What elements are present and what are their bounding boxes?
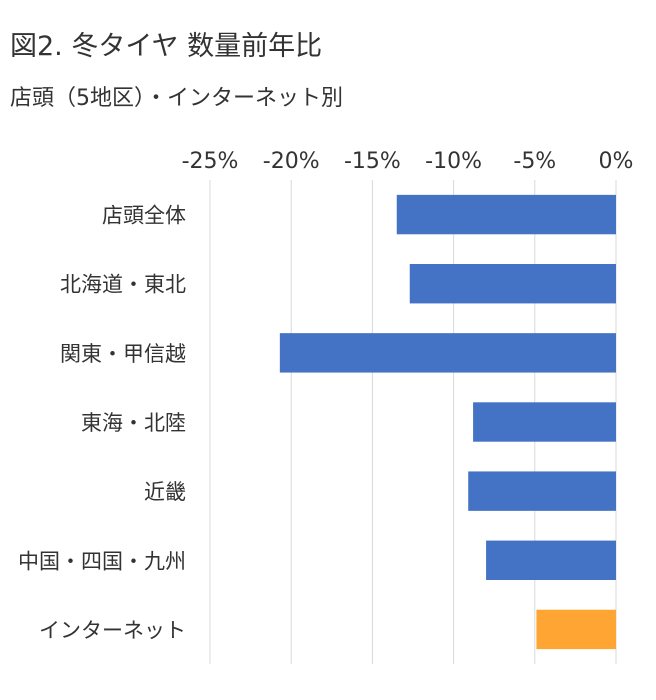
bar [468,471,616,511]
category-label: 近畿 [144,480,186,504]
bar [279,333,616,373]
category-label: 北海道・東北 [60,273,186,297]
bar [473,402,616,442]
x-tick-labels: -25% -20% -15% -10% -5% 0% [182,149,634,174]
bar [536,609,616,650]
category-label: 東海・北陸 [81,411,186,435]
x-tick-label: -25% [182,149,239,174]
x-tick-label: -10% [425,149,482,174]
x-tick-label: 0% [599,149,634,174]
category-label: インターネット [39,618,186,642]
chart-subtitle: 店頭（5地区）・インターネット別 [10,86,343,111]
x-tick-label: -20% [263,149,320,174]
bars [279,194,616,650]
x-tick-label: -15% [344,149,401,174]
bar [396,194,616,235]
chart-title: 図2. 冬タイヤ 数量前年比 [10,31,323,62]
bar [486,540,616,580]
bar [409,264,616,304]
x-tick-label: -5% [513,149,556,174]
category-label: 関東・甲信越 [60,342,186,366]
category-label: 店頭全体 [102,204,186,228]
category-label: 中国・四国・九州 [18,549,186,573]
